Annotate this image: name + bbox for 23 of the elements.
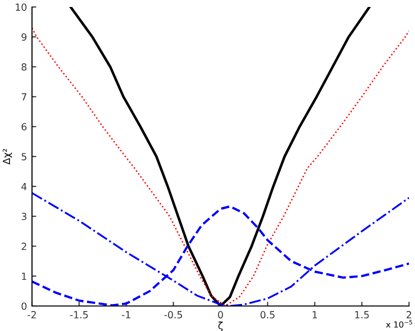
y-tick-label: 5 <box>22 153 26 160</box>
y-tick-label: 6 <box>22 123 27 130</box>
y-tick-label: 0 <box>22 302 26 310</box>
y-tick-label: 4 <box>21 183 27 190</box>
x-tick-label: 2 <box>406 311 412 318</box>
y-tick-label: 1 <box>22 272 26 280</box>
x-tick-label: -0.5 <box>164 311 182 318</box>
y-tick-label: 7 <box>22 93 26 100</box>
y-tick-label: 8 <box>22 63 26 71</box>
x-tick-label: 1.5 <box>355 311 369 318</box>
y-tick-label: 9 <box>22 33 26 41</box>
x-tick-label: 0 <box>218 311 223 318</box>
y-tick-label: 10 <box>16 3 26 11</box>
x-tick-label: -1.5 <box>70 311 88 318</box>
text: x 10$^{−5}$ <box>386 320 412 328</box>
y-tick-label: 2 <box>22 242 26 250</box>
y-axis-title: Δχ² <box>2 149 12 165</box>
x-axis-title: ζ <box>218 322 223 331</box>
x-tick-label: -1 <box>122 311 130 318</box>
x-tick-label: 1 <box>312 311 317 318</box>
y-tick-label: 3 <box>22 212 26 220</box>
x-tick-label: 0.5 <box>260 311 275 318</box>
x-tick-label: -2 <box>28 311 36 318</box>
